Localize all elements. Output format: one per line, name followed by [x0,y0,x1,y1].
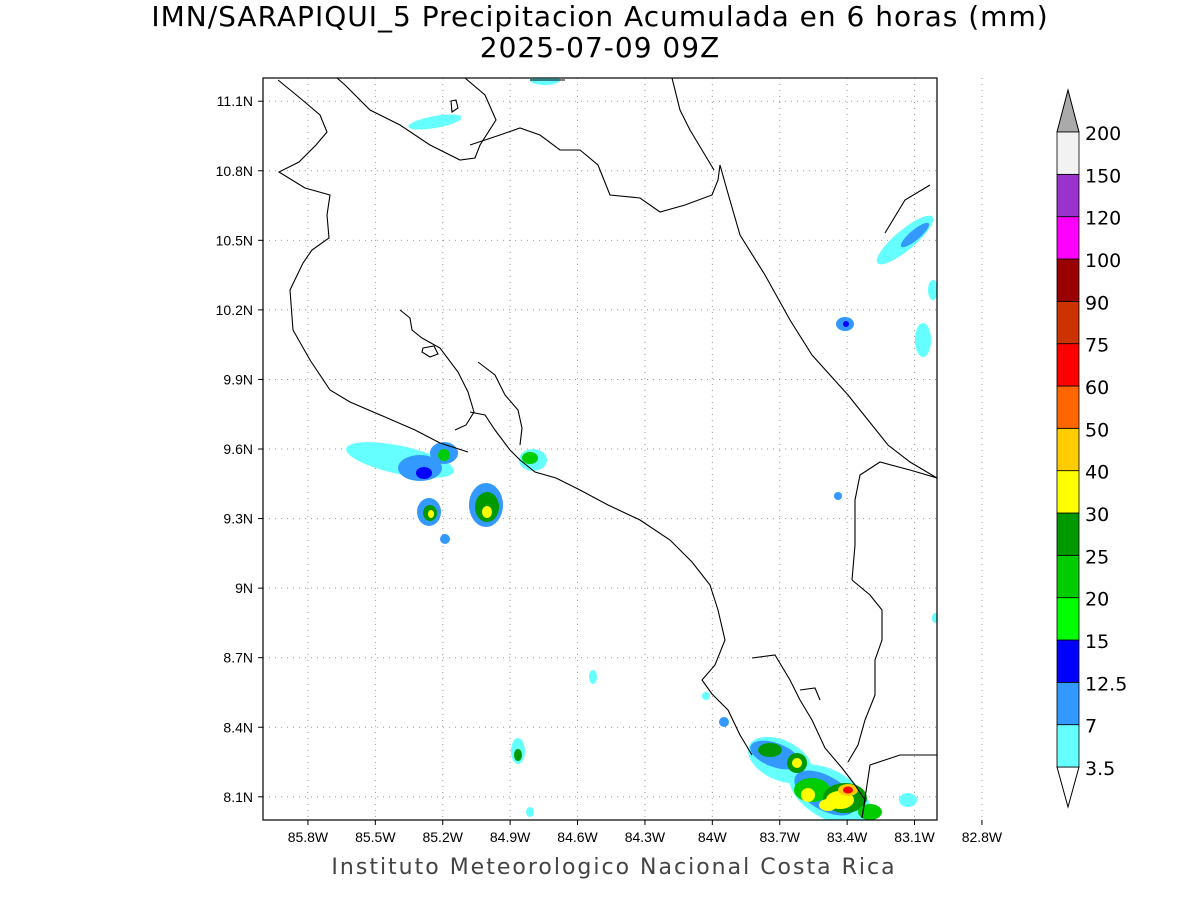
lat-tick-label: 10.5N [216,232,253,248]
lon-tick-label: 84W [698,829,728,845]
colorbar-label: 90 [1085,292,1109,314]
lon-tick-label: 85.5W [355,829,396,845]
colorbar-max-arrow [1056,88,1080,133]
colorbar-label: 200 [1085,123,1121,145]
colorbar-label: 150 [1085,165,1121,187]
colorbar-label: 100 [1085,250,1121,272]
colorbar-label: 60 [1085,377,1109,399]
colorbar-label: 20 [1085,589,1109,611]
colorbar-label: 3.5 [1085,758,1115,780]
precipitation-fields [346,78,937,820]
colorbar-swatch [1056,173,1080,218]
colorbar-swatch [1056,554,1080,599]
lon-tick-label: 84.9W [490,829,531,845]
lon-tick-label: 83.4W [827,829,868,845]
colorbar-swatch [1056,385,1080,429]
lat-tick-label: 10.2N [216,302,253,318]
lat-tick-label: 8.4N [223,719,253,735]
chart-subtitle-time: 2025-07-09 09Z [479,31,721,64]
lat-tick-label: 11.1N [217,93,253,109]
colorbar-swatch [1056,343,1080,387]
footer-credit: Instituto Meteorologico Nacional Costa R… [331,855,897,880]
colorbar-label: 50 [1085,419,1109,441]
chart-title: IMN/SARAPIQUI_5 Precipitacion Acumulada … [151,0,1049,33]
colorbar-swatch [1056,681,1080,726]
lat-tick-label: 8.7N [223,650,253,666]
lat-tick-label: 9.9N [223,371,253,387]
coastlines [277,78,937,819]
lon-tick-label: 84.3W [625,829,666,845]
colorbar-label: 30 [1085,504,1109,526]
colorbar-swatch [1056,131,1080,175]
lat-tick-label: 9.6N [223,441,253,457]
colorbar-label: 40 [1085,462,1109,484]
lon-tick-label: 85.8W [288,829,329,845]
lon-tick-label: 83.1W [894,829,935,845]
lon-tick-label: 83.7W [759,829,800,845]
lon-tick-label: 85.2W [422,829,463,845]
lon-tick-label: 82.8W [962,829,1003,845]
lat-tick-label: 9.3N [223,511,253,527]
lat-tick-label: 9N [235,580,253,596]
colorbar-label: 15 [1085,631,1109,653]
colorbar-swatch [1056,724,1080,768]
longitude-ticks: 85.8W 85.5W 85.2W 84.9W 84.6W 84.3W 84W 83.7W 83… [288,820,1003,845]
lon-tick-label: 84.6W [557,829,598,845]
colorbar-label: 12.5 [1085,673,1127,695]
latitude-ticks: 11.1N 10.8N 10.5N 10.2N 9.9N 9.6N 9.3N 9N 8.7N 8.… [216,93,263,805]
colorbar: 3.5 7 12.5 15 20 25 30 40 50 60 75 90 100 120 150 200 [1056,88,1127,809]
colorbar-label: 120 [1085,208,1121,230]
lat-tick-label: 8.1N [223,789,253,805]
colorbar-min-arrow [1056,766,1080,809]
colorbar-swatch [1056,258,1080,302]
colorbar-swatch [1056,216,1080,260]
colorbar-swatch [1056,300,1080,345]
colorbar-swatch [1056,512,1080,556]
colorbar-label: 7 [1085,716,1097,738]
colorbar-swatch [1056,639,1080,683]
colorbar-swatch [1056,427,1080,472]
colorbar-label: 25 [1085,546,1109,568]
colorbar-swatch [1056,597,1080,641]
colorbar-swatch [1056,470,1080,514]
colorbar-label: 75 [1085,335,1109,357]
lat-tick-label: 10.8N [216,163,253,179]
